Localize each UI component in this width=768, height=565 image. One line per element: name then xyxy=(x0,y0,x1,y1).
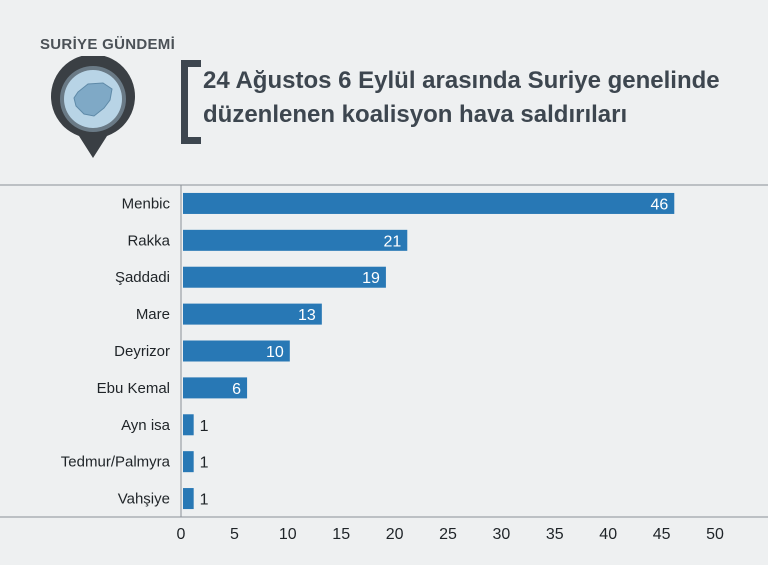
x-tick-label-4: 20 xyxy=(386,526,404,543)
category-label-1: Rakka xyxy=(127,232,170,249)
bar-5 xyxy=(183,377,248,399)
chart-title: 24 Ağustos 6 Eylül arasında Suriye genel… xyxy=(203,64,763,132)
bar-3 xyxy=(183,303,322,325)
x-tick-label-10: 50 xyxy=(706,526,724,543)
data-label-8: 1 xyxy=(200,492,209,509)
category-label-3: Mare xyxy=(136,306,170,323)
data-label-0: 46 xyxy=(650,196,668,213)
bar-7 xyxy=(183,451,194,473)
x-tick-label-6: 30 xyxy=(493,526,511,543)
bar-8 xyxy=(183,488,194,510)
chart-title-line-2: düzenlenen koalisyon hava saldırıları xyxy=(203,101,628,128)
data-label-4: 10 xyxy=(266,344,284,361)
map-pin-logo xyxy=(51,56,135,158)
data-label-5: 6 xyxy=(232,381,241,398)
x-tick-label-1: 5 xyxy=(230,526,239,543)
title-bracket xyxy=(181,60,201,144)
category-label-8: Vahşiye xyxy=(118,491,170,508)
data-label-3: 13 xyxy=(298,307,316,324)
x-tick-label-2: 10 xyxy=(279,526,297,543)
data-label-1: 21 xyxy=(383,233,401,250)
bar-1 xyxy=(183,229,408,251)
x-tick-label-8: 40 xyxy=(599,526,617,543)
category-label-6: Ayn isa xyxy=(121,417,171,434)
x-tick-label-9: 45 xyxy=(653,526,671,543)
category-label-2: Şaddadi xyxy=(115,269,170,286)
x-tick-label-0: 0 xyxy=(177,526,186,543)
data-label-2: 19 xyxy=(362,270,380,287)
category-label-0: Menbic xyxy=(122,195,171,212)
brand-logo-text: SURİYE GÜNDEMİ xyxy=(40,36,176,53)
data-label-7: 1 xyxy=(200,455,209,472)
category-label-7: Tedmur/Palmyra xyxy=(61,454,171,471)
bar-2 xyxy=(183,266,386,288)
x-tick-label-7: 35 xyxy=(546,526,564,543)
bar-0 xyxy=(183,192,675,214)
bar-4 xyxy=(183,340,290,362)
category-label-5: Ebu Kemal xyxy=(97,380,170,397)
x-tick-label-5: 25 xyxy=(439,526,457,543)
category-label-4: Deyrizor xyxy=(114,343,170,360)
bar-6 xyxy=(183,414,194,436)
x-tick-label-3: 15 xyxy=(332,526,350,543)
chart-title-line-1: 24 Ağustos 6 Eylül arasında Suriye genel… xyxy=(203,67,720,94)
data-label-6: 1 xyxy=(200,418,209,435)
